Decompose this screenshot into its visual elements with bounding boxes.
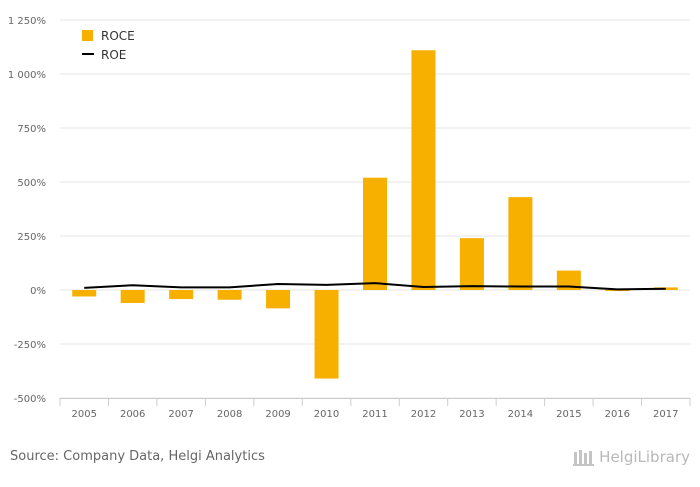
x-tick-label: 2010 <box>314 409 339 420</box>
x-tick-label: 2015 <box>556 409 581 420</box>
bar-roce <box>120 290 145 303</box>
legend-label-roe: ROE <box>101 48 126 62</box>
x-tick-label: 2014 <box>508 409 533 420</box>
x-tick-label: 2011 <box>362 409 387 420</box>
bar-roce <box>169 290 194 300</box>
y-tick-label: 1 250% <box>8 16 46 27</box>
bar-roce <box>605 290 630 292</box>
x-tick-label: 2007 <box>168 409 193 420</box>
y-tick-label: 1 000% <box>8 70 46 81</box>
brand-logo: HelgiLibrary <box>573 448 690 466</box>
x-tick-label: 2012 <box>411 409 436 420</box>
x-tick-label: 2017 <box>653 409 678 420</box>
source-note: Source: Company Data, Helgi Analytics <box>10 449 265 464</box>
x-tick-label: 2013 <box>459 409 484 420</box>
x-tick-label: 2016 <box>605 409 630 420</box>
bar-roce <box>72 290 97 297</box>
y-tick-label: 0% <box>30 286 46 297</box>
y-tick-label: 750% <box>17 124 46 135</box>
x-tick-label: 2009 <box>265 409 290 420</box>
x-tick-label: 2008 <box>217 409 242 420</box>
bar-roce <box>363 177 387 290</box>
bar-roce <box>459 238 484 290</box>
y-tick-label: -500% <box>14 394 46 405</box>
bar-roce <box>508 197 533 290</box>
library-icon <box>573 450 595 466</box>
bar-roce <box>556 270 581 290</box>
bar-roce <box>266 290 291 309</box>
x-tick-label: 2005 <box>72 409 97 420</box>
line-roe <box>84 282 666 291</box>
y-tick-label: 250% <box>17 232 46 243</box>
bar-roce <box>217 290 242 300</box>
bar-roce <box>653 287 678 290</box>
bar-roce <box>314 290 339 379</box>
bar-roce <box>411 50 436 290</box>
x-tick-label: 2006 <box>120 409 145 420</box>
y-tick-label: 500% <box>17 178 46 189</box>
legend-label-roce: ROCE <box>101 29 135 43</box>
brand-name: HelgiLibrary <box>599 448 690 466</box>
y-tick-label: -250% <box>14 340 46 351</box>
legend-swatch-roce <box>82 30 93 41</box>
